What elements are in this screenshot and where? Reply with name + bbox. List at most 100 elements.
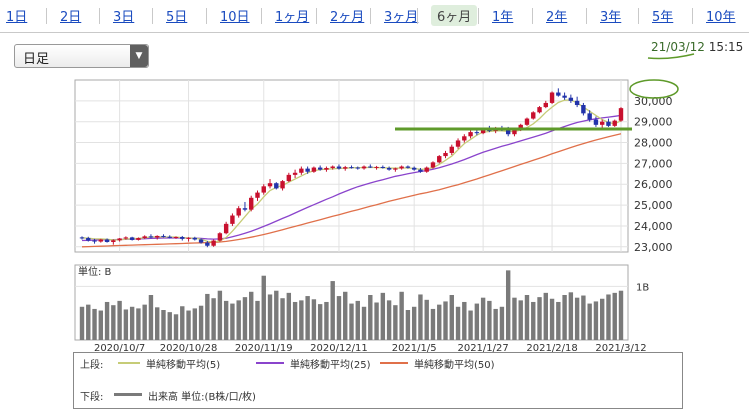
date-tick-label: 2020/11/19 <box>235 343 293 354</box>
candle-up <box>399 166 404 169</box>
tab-period-4[interactable]: 10日 <box>220 10 250 25</box>
legend-ma5-label: 単純移動平均(5) <box>146 360 221 371</box>
candle-up <box>537 107 542 113</box>
candle-up <box>292 172 298 175</box>
volume-unit-label: 単位: B <box>78 265 112 278</box>
tab-divider <box>152 8 153 24</box>
hand-drawn-annotations <box>395 53 695 131</box>
chart-interval-select[interactable]: 日足 ▼ <box>14 44 149 68</box>
candle-down <box>380 166 386 168</box>
tab-divider <box>316 8 317 24</box>
ma25-line <box>81 114 622 242</box>
volume-bar <box>98 310 104 340</box>
volume-bar <box>493 308 498 340</box>
last-updated-time: 15:15 <box>708 40 744 54</box>
volume-bar <box>136 308 141 340</box>
volume-bar <box>568 292 574 340</box>
volume-panel: 1B 単位: B <box>74 264 649 341</box>
volume-bar <box>192 308 198 340</box>
candle-up <box>361 166 367 169</box>
price-tick-label: 29,000 <box>634 116 673 129</box>
legend-lower-label: 下段: <box>80 392 104 403</box>
candle-up <box>599 121 605 125</box>
tab-divider <box>586 8 587 24</box>
price-tick-label: 25,000 <box>634 199 673 212</box>
volume-bar <box>355 300 360 340</box>
volume-bar <box>267 294 273 340</box>
candle-down <box>86 238 91 241</box>
candle-down <box>180 236 185 239</box>
candle-down <box>167 236 172 238</box>
volume-bar <box>148 295 154 340</box>
candle-down <box>593 119 599 125</box>
price-tick-label: 28,000 <box>634 137 673 150</box>
candle-up <box>155 235 160 238</box>
tab-period-3[interactable]: 5日 <box>166 10 188 25</box>
candle-up <box>531 112 536 119</box>
legend-volume-swatch <box>114 393 142 396</box>
chevron-down-icon[interactable]: ▼ <box>130 45 148 67</box>
candle-up <box>142 236 147 239</box>
tab-period-0[interactable]: 1日 <box>6 10 28 25</box>
volume-tick-label: 1B <box>636 282 649 293</box>
volume-bar <box>606 294 611 340</box>
volume-bar <box>142 304 147 340</box>
volume-bar <box>474 303 480 340</box>
ma50-line <box>81 133 622 248</box>
volume-bar <box>255 300 260 340</box>
tab-period-11[interactable]: 3年 <box>600 10 622 25</box>
candle-down <box>556 92 561 96</box>
candle-down <box>305 168 310 172</box>
volume-bar <box>92 308 97 340</box>
volume-bar <box>324 301 329 340</box>
volume-bar <box>117 300 122 340</box>
candle-up <box>424 167 429 172</box>
volume-bar <box>223 300 229 340</box>
tab-period-2[interactable]: 3日 <box>113 10 135 25</box>
volume-bar <box>556 301 561 340</box>
candle-up <box>98 239 104 242</box>
date-underline-annotation <box>647 53 695 60</box>
volume-bar <box>499 306 505 340</box>
volume-bar <box>280 298 285 340</box>
candle-down <box>368 166 373 168</box>
volume-bar <box>581 295 586 340</box>
candle-up <box>136 238 141 240</box>
tab-period-6[interactable]: 2ヶ月 <box>330 10 365 25</box>
tab-period-13[interactable]: 10年 <box>706 10 736 25</box>
volume-bar <box>230 303 235 340</box>
candle-up <box>217 233 223 241</box>
tab-period-7[interactable]: 3ヶ月 <box>384 10 419 25</box>
tab-divider <box>370 8 371 24</box>
candle-down <box>587 113 592 120</box>
candle-down <box>148 236 154 238</box>
volume-bar <box>524 295 530 340</box>
tab-period-8[interactable]: 6ヶ月 <box>431 5 478 26</box>
candle-up <box>230 215 235 224</box>
candle-up <box>311 167 317 172</box>
candle-up <box>299 168 304 173</box>
volume-bar <box>393 305 398 340</box>
tab-period-10[interactable]: 2年 <box>546 10 568 25</box>
tab-divider <box>532 8 533 24</box>
tab-period-9[interactable]: 1年 <box>492 10 514 25</box>
tab-period-1[interactable]: 2日 <box>60 10 82 25</box>
tab-divider <box>417 8 418 24</box>
volume-bar <box>418 294 423 340</box>
candle-down <box>317 167 323 170</box>
volume-bar <box>462 301 467 340</box>
tab-period-12[interactable]: 5年 <box>652 10 674 25</box>
candle-up <box>374 166 379 168</box>
volume-bar <box>443 301 448 340</box>
candle-down <box>92 240 97 242</box>
tab-period-5[interactable]: 1ヶ月 <box>275 10 310 25</box>
legend-ma5-swatch <box>118 362 140 364</box>
candle-up <box>455 140 461 147</box>
volume-bar <box>361 306 367 340</box>
volume-bar <box>205 293 210 340</box>
volume-bar <box>562 295 567 340</box>
candle-down <box>562 95 567 98</box>
volume-bar <box>537 297 542 340</box>
candle-up <box>612 120 617 126</box>
